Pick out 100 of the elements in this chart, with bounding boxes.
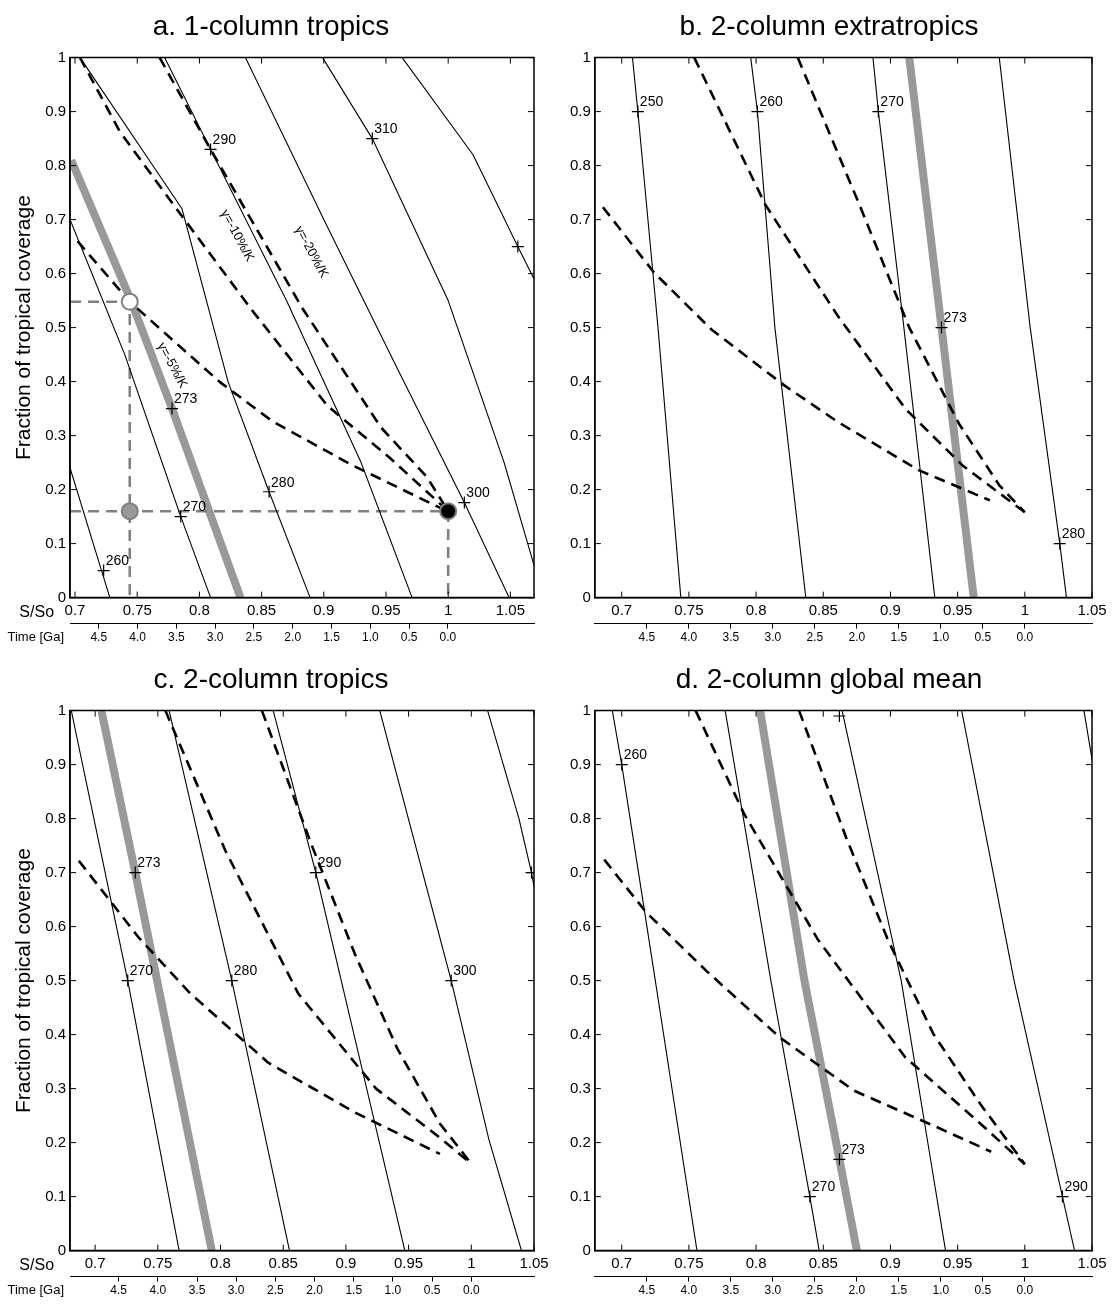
chart-title: a. 1-column tropics (152, 9, 390, 41)
x2-tick-label: 0.0 (462, 1283, 480, 1298)
x2-tick-label: 3.5 (722, 630, 740, 645)
x2-tick-label: 4.5 (638, 630, 656, 645)
y-tick-label: 0.1 (45, 533, 67, 551)
x2-tick-label: 1.0 (384, 1283, 402, 1298)
x2-tick-label: 3.0 (227, 1283, 245, 1298)
x-tick-label: 0.85 (247, 600, 277, 618)
annotation: 290 (212, 131, 237, 148)
y-tick-label: 0.6 (45, 263, 67, 281)
x-tick-label: 1.05 (519, 1253, 549, 1271)
y-tick-label: 0.7 (569, 862, 591, 880)
x-tick-label: 0.9 (313, 600, 335, 618)
y-tick-label: 0.2 (45, 479, 67, 497)
x2-axis-title: Time [Ga] (7, 629, 65, 645)
x2-tick-label: 0.5 (974, 630, 992, 645)
x2-tick-label: 4.5 (110, 1283, 128, 1298)
annotation: 270 (811, 1178, 836, 1195)
x2-tick-label: 1.0 (932, 1283, 950, 1298)
y-tick-label: 0 (57, 1240, 67, 1258)
y-tick-label: 0.9 (569, 754, 591, 772)
y-tick-label: 0.1 (45, 1186, 67, 1204)
x2-tick-label: 2.5 (806, 630, 824, 645)
chart-title: b. 2-column extratropics (679, 9, 979, 41)
y-tick-label: 0 (582, 1240, 591, 1258)
annotation: 250 (639, 93, 664, 110)
x-tick-label: 0.85 (808, 600, 838, 618)
x-tick-label: 0.9 (335, 1253, 357, 1271)
x-tick-label: 1 (1020, 600, 1029, 618)
x-tick-label: 1.05 (1077, 1253, 1107, 1271)
x2-tick-label: 0.0 (439, 630, 457, 645)
x2-tick-label: 4.0 (680, 630, 698, 645)
x-tick-label: 0.8 (188, 600, 210, 618)
y-tick-label: 0.2 (569, 479, 591, 497)
y-tick-label: 0.3 (45, 425, 67, 443)
x-tick-label: 1 (444, 600, 453, 618)
y-axis-title: Fraction of tropical coverage (11, 195, 35, 461)
y-tick-label: 0.5 (45, 970, 67, 988)
x-axis-title: S/So (19, 1256, 55, 1274)
x2-tick-label: 0.0 (1016, 1283, 1034, 1298)
y-tick-label: 0.4 (45, 371, 67, 389)
x-tick-label: 0.9 (880, 1253, 901, 1271)
y-tick-label: 0.9 (569, 101, 591, 119)
x2-tick-label: 0.0 (1016, 630, 1034, 645)
y-tick-label: 0.8 (569, 155, 591, 173)
x2-axis-title: Time [Ga] (7, 1282, 65, 1298)
x2-tick-label: 4.0 (129, 630, 147, 645)
y-tick-label: 0 (582, 587, 591, 605)
x-tick-label: 0.75 (122, 600, 152, 618)
y-tick-label: 0.5 (45, 317, 67, 335)
chart-title: d. 2-column global mean (675, 662, 983, 694)
x2-tick-label: 1.5 (890, 1283, 908, 1298)
x-tick-label: 0.8 (745, 600, 767, 618)
x-tick-label: 0.8 (745, 1253, 767, 1271)
y-tick-label: 0.9 (45, 754, 67, 772)
x-tick-label: 0.75 (674, 600, 704, 618)
annotation: 300 (466, 484, 490, 501)
y-tick-label: 0.8 (45, 155, 67, 173)
y-tick-label: 1 (57, 47, 67, 65)
y-axis-title: Fraction of tropical coverage (11, 848, 35, 1114)
y-tick-label: 0.2 (569, 1132, 591, 1150)
x2-tick-label: 2.0 (284, 630, 302, 645)
x2-tick-label: 3.0 (764, 630, 782, 645)
x2-tick-label: 3.0 (764, 1283, 782, 1298)
x-tick-label: 0.95 (371, 600, 401, 618)
x2-tick-label: 4.5 (638, 1283, 656, 1298)
x-tick-label: 0.7 (611, 600, 633, 618)
annotation: 260 (759, 93, 784, 110)
annotation: 270 (182, 498, 207, 515)
x-tick-label: 0.85 (268, 1253, 298, 1271)
y-tick-label: 0.7 (569, 209, 591, 227)
annotation: 273 (137, 854, 161, 871)
annotation: 273 (174, 390, 198, 407)
annotation: 273 (943, 309, 968, 326)
x2-tick-label: 3.5 (188, 1283, 206, 1298)
x2-tick-label: 2.5 (245, 630, 263, 645)
annotation: 270 (129, 962, 154, 979)
x2-tick-label: 0.5 (974, 1283, 992, 1298)
x-tick-label: 1.05 (1077, 600, 1107, 618)
x-tick-label: 0.75 (674, 1253, 704, 1271)
y-tick-label: 0.4 (45, 1024, 67, 1042)
annotation: 280 (271, 473, 295, 490)
x2-tick-label: 1.0 (932, 630, 950, 645)
x-tick-label: 0.9 (880, 600, 901, 618)
y-tick-label: 0.1 (569, 533, 591, 551)
x-tick-label: 1 (1020, 1253, 1029, 1271)
x2-tick-label: 1.5 (890, 630, 908, 645)
x2-tick-label: 0.5 (400, 630, 418, 645)
x2-tick-label: 2.5 (267, 1283, 285, 1298)
annotation: 270 (880, 93, 904, 110)
y-tick-label: 0.9 (45, 101, 67, 119)
annotation: 260 (623, 746, 648, 763)
x2-tick-label: 2.0 (848, 1283, 866, 1298)
y-tick-label: 0.3 (569, 1078, 591, 1096)
x-tick-label: 0.7 (611, 1253, 633, 1271)
y-tick-label: 0.4 (569, 371, 591, 389)
x2-tick-label: 4.5 (90, 630, 108, 645)
y-tick-label: 0.3 (569, 425, 591, 443)
x2-tick-label: 3.0 (206, 630, 224, 645)
chart-title: c. 2-column tropics (153, 662, 389, 694)
